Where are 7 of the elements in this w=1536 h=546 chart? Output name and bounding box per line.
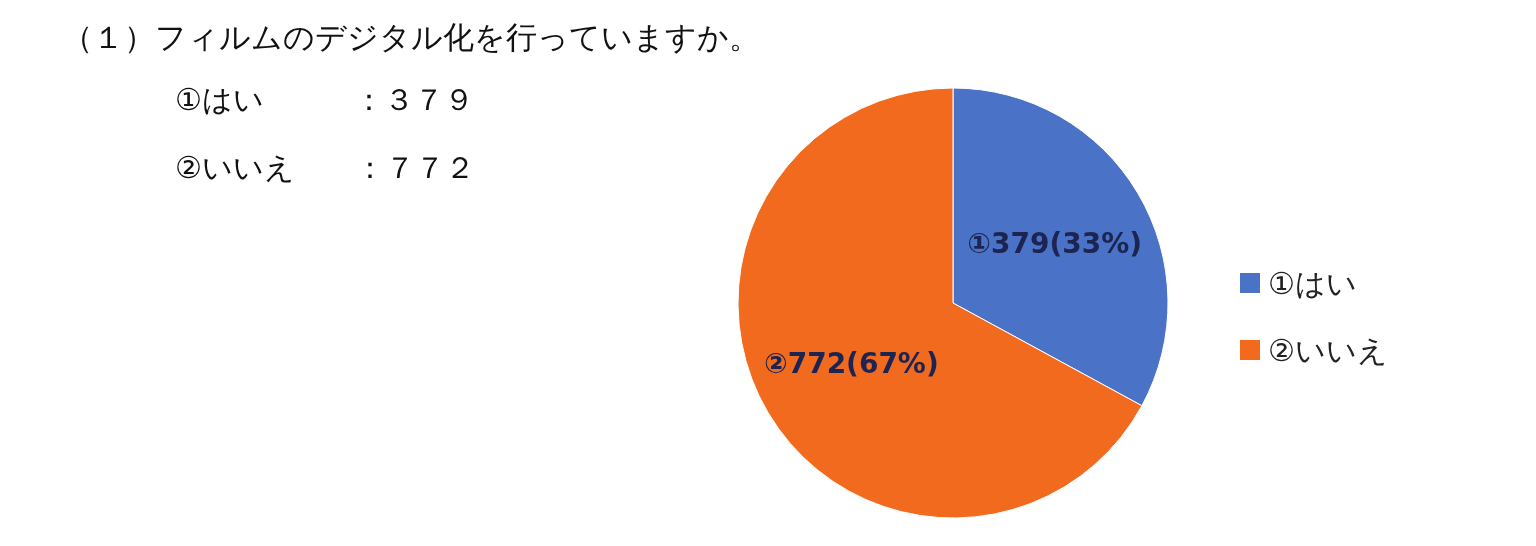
text: （１）フィルムのデジタル化を行っていますか。 (62, 19, 760, 55)
text: ②いいえ ：７７２ (175, 150, 475, 185)
data-label: ①379(33%) (967, 226, 1143, 260)
text: ①はい ：３７９ (175, 82, 474, 117)
legend-label: ②いいえ (1268, 333, 1388, 368)
legend-label: ①はい (1268, 266, 1357, 301)
data-label: ②772(67%) (763, 347, 939, 381)
